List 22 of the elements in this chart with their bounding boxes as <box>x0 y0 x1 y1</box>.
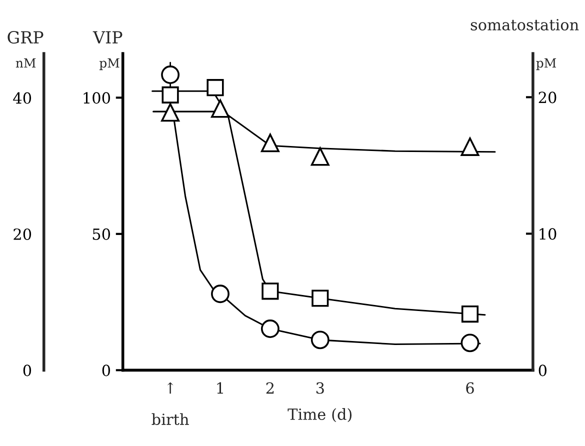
y-axis-title: VIP <box>92 31 122 44</box>
y-tick-label: 100 <box>84 92 110 104</box>
x-tick-label: 3 <box>316 382 324 394</box>
y3-tick-label: 0 <box>23 364 32 376</box>
y3-tick-label: 20 <box>14 228 32 240</box>
x-tick-label: 1 <box>217 382 223 394</box>
x-tick-label: 2 <box>266 382 274 394</box>
text: birth <box>152 413 189 426</box>
y3-tick-label: 40 <box>13 92 32 104</box>
text: pM <box>99 58 120 70</box>
x-axis-title: Time (d) <box>288 408 352 422</box>
y2-axis-title: somatostation <box>470 19 579 30</box>
x-tick-label: ↑ <box>167 382 174 394</box>
y-tick-label: 50 <box>92 228 110 240</box>
text: nM <box>16 58 36 68</box>
y2-tick-label: 10 <box>540 228 556 240</box>
y2-tick-label: 20 <box>538 92 556 104</box>
y-tick-label: 0 <box>102 364 110 376</box>
text: pM <box>536 58 556 70</box>
y2-tick-label: 0 <box>538 364 546 376</box>
y3-axis-title: GRP <box>8 30 44 44</box>
x-tick-label: 6 <box>466 382 474 394</box>
